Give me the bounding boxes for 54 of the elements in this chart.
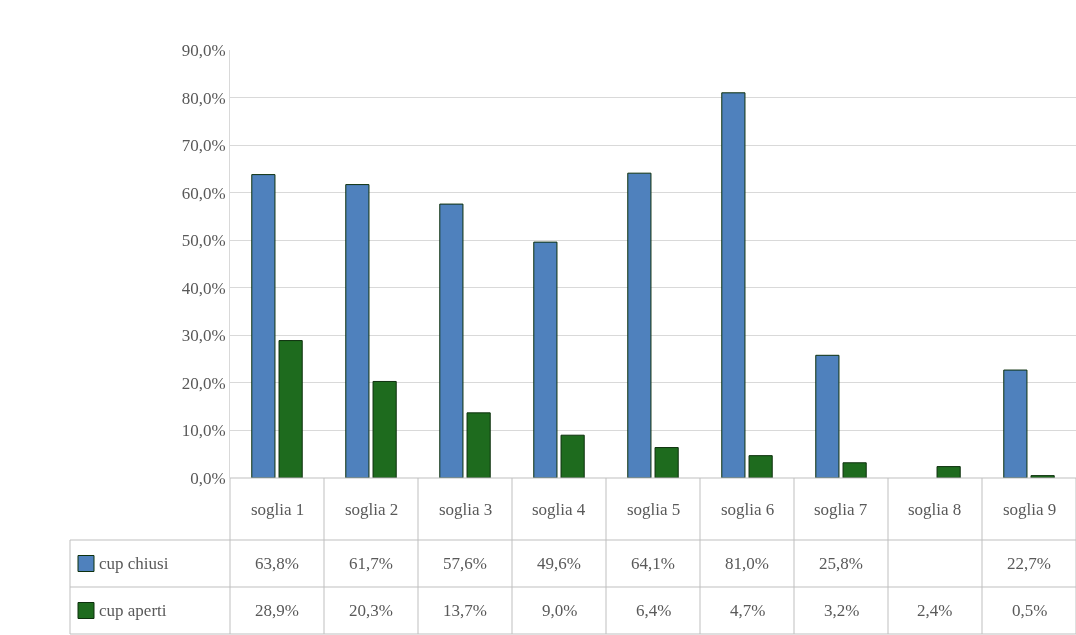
data-label: 4,7% [730, 601, 766, 620]
legend-label: cup chiusi [99, 554, 169, 573]
bar [842, 462, 867, 478]
data-label: 20,3% [349, 601, 393, 620]
y-tick-label: 60,0% [181, 183, 226, 203]
data-label: 81,0% [725, 554, 769, 573]
y-tick-label: 30,0% [181, 326, 226, 346]
y-tick-label: 80,0% [181, 88, 226, 108]
data-label: 22,7% [1007, 554, 1051, 573]
data-label: 61,7% [349, 554, 393, 573]
bar [466, 412, 491, 478]
bar [936, 466, 961, 478]
y-tick-label: 50,0% [181, 231, 226, 251]
data-label: 57,6% [443, 554, 487, 573]
x-tick-label: soglia 1 [251, 500, 305, 519]
bar [654, 447, 679, 478]
data-label: 64,1% [631, 554, 675, 573]
x-tick-label: soglia 6 [721, 500, 775, 519]
y-tick-label: 40,0% [181, 278, 226, 298]
bar [815, 354, 840, 478]
bar [1003, 369, 1028, 478]
x-tick-label: soglia 2 [345, 500, 399, 519]
bar [439, 203, 464, 478]
bar [278, 340, 303, 478]
data-label: 2,4% [917, 601, 953, 620]
x-tick-label: soglia 4 [532, 500, 586, 519]
x-tick-label: soglia 8 [908, 500, 962, 519]
data-label: 0,5% [1012, 601, 1048, 620]
bar [627, 172, 652, 478]
data-label: 28,9% [255, 601, 299, 620]
y-tick-label: 0,0% [190, 468, 226, 488]
x-tick-label: soglia 5 [627, 500, 681, 519]
y-tick-label: 90,0% [181, 40, 226, 60]
bar [251, 174, 276, 478]
y-tick-label: 20,0% [181, 373, 226, 393]
bar [748, 455, 773, 478]
bar [533, 241, 558, 478]
bar [372, 380, 397, 478]
y-tick-label: 10,0% [181, 421, 226, 441]
x-tick-label: soglia 9 [1003, 500, 1057, 519]
x-tick-label: soglia 3 [439, 500, 493, 519]
data-label: 49,6% [537, 554, 581, 573]
data-label: 13,7% [443, 601, 487, 620]
data-label: 3,2% [824, 601, 860, 620]
data-label: 9,0% [542, 601, 578, 620]
bar [560, 434, 585, 478]
y-tick-label: 70,0% [181, 136, 226, 156]
data-label: 6,4% [636, 601, 672, 620]
bar [345, 184, 370, 478]
bar [721, 92, 746, 478]
data-label: 63,8% [255, 554, 299, 573]
x-tick-label: soglia 7 [814, 500, 868, 519]
legend-label: cup aperti [99, 601, 167, 620]
data-label: 25,8% [819, 554, 863, 573]
